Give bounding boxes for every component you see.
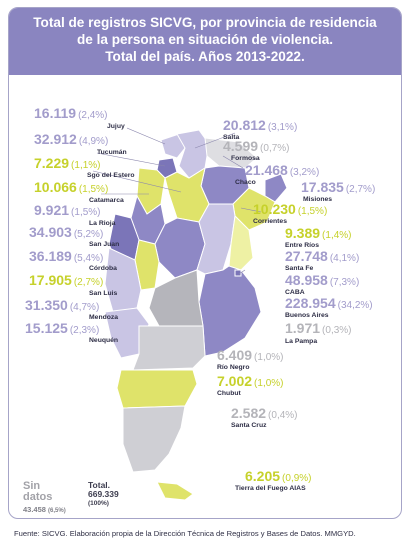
name-sgo-estero: Sgo del Estero <box>87 172 135 179</box>
label-tierra-del-fuego: 6.205 (0,9%) <box>245 468 312 484</box>
title-line-2: de la persona en situación de violencia. <box>76 32 334 47</box>
name-caba: CABA <box>285 289 305 296</box>
name-chaco: Chaco <box>235 179 256 186</box>
name-jujuy: Jujuy <box>107 123 125 130</box>
name-entre-rios: Entre Ríos <box>285 242 319 249</box>
label-mendoza: 31.350 (4,7%) <box>25 297 100 313</box>
province-misiones <box>264 173 288 203</box>
title-banner: Total de registros SICVG, por provincia … <box>9 8 401 75</box>
name-neuquen: Neuquén <box>89 337 119 344</box>
name-la-rioja: La Rioja <box>89 220 116 227</box>
province-rio-negro <box>132 325 206 371</box>
name-tierra-del-fuego: Tierra del Fuego AIAS <box>235 485 306 492</box>
label-jujuy: 16.119 (2,4%) <box>34 105 108 121</box>
name-la-pampa: La Pampa <box>285 338 318 345</box>
name-misiones: Misiones <box>303 196 333 203</box>
total-label: Total. <box>88 480 111 490</box>
label-misiones: 17.835 (2,7%) <box>301 179 376 195</box>
leader-lines <box>92 127 262 275</box>
province-santa-cruz <box>122 405 186 473</box>
name-catamarca: Catamarca <box>89 197 124 204</box>
total-pct: (100%) <box>88 500 109 507</box>
name-buenos-aires: Buenos Aires <box>285 312 329 319</box>
label-neuquen: 15.125 (2,3%) <box>25 320 100 336</box>
name-san-juan: San Juan <box>89 241 120 248</box>
label-tucuman: 32.912 (4,9%) <box>34 131 109 147</box>
province-tierra-del-fuego <box>156 481 194 501</box>
label-santa-cruz: 2.582 (0,4%) <box>231 405 298 421</box>
province-jujuy <box>160 133 186 159</box>
label-sgo-estero: 7.229 (1,1%) <box>34 155 101 171</box>
name-corrientes: Corrientes <box>253 218 287 225</box>
title-line-1: Total de registros SICVG, por provincia … <box>33 15 377 30</box>
label-chubut: 7.002 (1,0%) <box>217 373 284 389</box>
sin-datos-value: 43.458 (6,5%) <box>23 505 66 514</box>
label-chaco: 21.468 (3,2%) <box>245 162 320 178</box>
label-catamarca: 10.066 (1,5%) <box>34 179 109 195</box>
label-formosa: 4.599 (0,7%) <box>223 138 290 154</box>
label-san-luis: 17.905 (2,7%) <box>29 272 104 288</box>
label-la-pampa: 1.971 (0,3%) <box>285 320 352 336</box>
sin-datos-line-2: datos <box>23 491 53 503</box>
infographic-frame: Total de registros SICVG, por provincia … <box>8 7 402 519</box>
name-cordoba: Córdoba <box>89 265 117 272</box>
sin-datos-label: Sin datos <box>23 481 52 503</box>
name-rio-negro: Río Negro <box>217 364 250 371</box>
name-tucuman: Tucumán <box>97 149 127 156</box>
total-block: Total. 669.339 (100%) <box>88 481 119 508</box>
title-line-3: Total del país. Años 2013-2022. <box>105 49 305 64</box>
name-san-luis: San Luis <box>89 290 118 297</box>
sin-datos-line-1: Sin <box>23 480 41 492</box>
argentina-map <box>92 127 288 501</box>
province-caba <box>234 269 242 277</box>
province-buenos-aires <box>198 265 262 357</box>
label-salta: 20.812 (3,1%) <box>223 117 298 133</box>
label-buenos-aires: 228.954 (34,2%) <box>285 295 373 311</box>
province-chubut <box>116 369 198 409</box>
name-chubut: Chubut <box>217 390 241 397</box>
name-formosa: Formosa <box>231 155 260 162</box>
province-la-pampa <box>148 269 204 327</box>
chart-title: Total de registros SICVG, por provincia … <box>19 14 391 65</box>
name-salta: Salta <box>223 134 240 141</box>
source-note: Fuente: SICVG. Elaboración propia de la … <box>14 529 356 538</box>
name-santa-fe: Santa Fe <box>285 265 314 272</box>
province-santa-fe <box>196 203 236 275</box>
name-mendoza: Mendoza <box>89 314 119 321</box>
name-santa-cruz: Santa Cruz <box>231 422 267 429</box>
label-entre-rios: 9.389 (1,4%) <box>285 225 352 241</box>
label-corrientes: 10.230 (1,5%) <box>253 201 328 217</box>
label-la-rioja: 9.921 (1,5%) <box>34 202 101 218</box>
label-rio-negro: 6.409 (1,0%) <box>217 347 284 363</box>
label-santa-fe: 27.748 (4,1%) <box>285 248 360 264</box>
total-value: 669.339 <box>88 489 119 499</box>
label-cordoba: 36.189 (5,4%) <box>29 248 104 264</box>
label-san-juan: 34.903 (5,2%) <box>29 224 104 240</box>
label-caba: 48.958 (7,3%) <box>285 272 360 288</box>
